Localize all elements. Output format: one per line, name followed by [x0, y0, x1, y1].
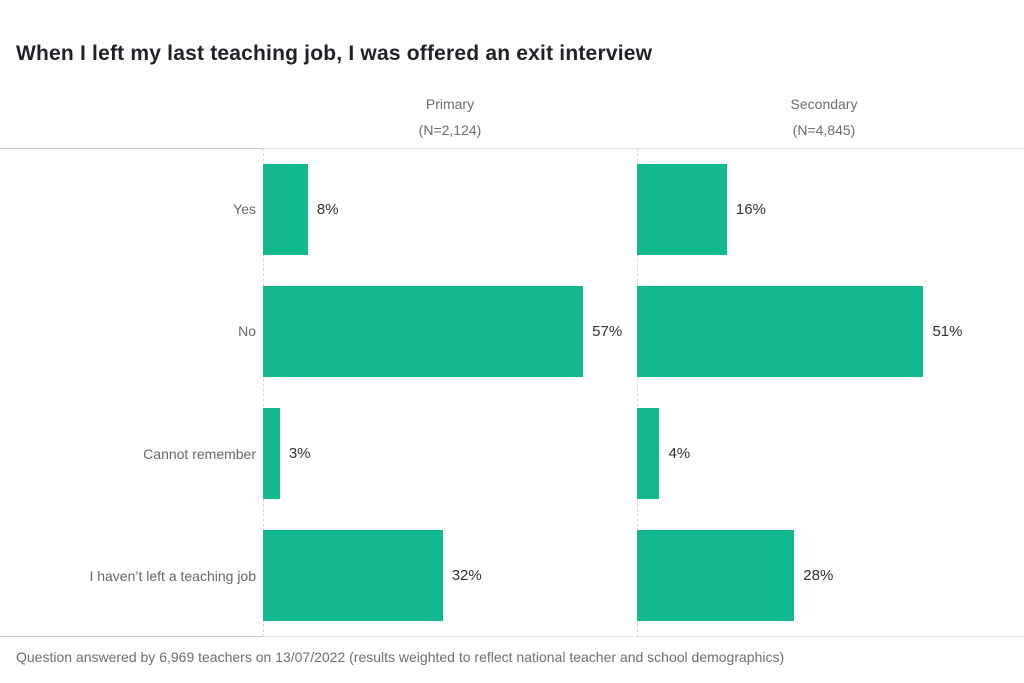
primary-cell-yes: 8% [263, 148, 637, 270]
value-label-secondary-cannot-remember: 4% [668, 445, 691, 463]
bar-secondary-cannot-remember [637, 408, 660, 500]
value-label-secondary-havent-left: 28% [803, 567, 834, 585]
axis-bottom-rule-left [0, 636, 263, 637]
column-header-primary-name: Primary [425, 96, 475, 112]
category-label-havent-left: I haven’t left a teaching job [89, 567, 256, 584]
row-yes: Yes 8% 16% [0, 148, 1024, 270]
primary-cell-no: 57% [263, 270, 637, 392]
bar-secondary-havent-left [637, 530, 795, 622]
column-header-secondary-n: (N=4,845) [792, 122, 856, 138]
column-header-secondary: Secondary (N=4,845) [637, 96, 1011, 139]
bar-primary-havent-left [263, 530, 443, 622]
axis-top-rule-left [0, 148, 263, 149]
category-label-yes: Yes [233, 201, 256, 218]
value-label-primary-havent-left: 32% [451, 567, 482, 585]
row-havent-left: I haven’t left a teaching job 32% 28% [0, 515, 1024, 637]
column-header-primary: Primary (N=2,124) [263, 96, 637, 139]
value-label-primary-cannot-remember: 3% [288, 445, 311, 463]
bar-secondary-no [637, 285, 924, 377]
axis-top-rule-right [263, 148, 1024, 149]
column-header-primary-n: (N=2,124) [418, 122, 482, 138]
row-cannot-remember: Cannot remember 3% 4% [0, 393, 1024, 515]
primary-baseline [263, 148, 264, 637]
secondary-cell-havent-left: 28% [637, 515, 1024, 637]
axis-bottom-rule-right [263, 636, 1024, 637]
category-label-no: No [238, 323, 256, 340]
chart-footnote: Question answered by 6,969 teachers on 1… [16, 649, 785, 665]
bar-secondary-yes [637, 163, 727, 255]
secondary-cell-cannot-remember: 4% [637, 393, 1024, 515]
secondary-cell-no: 51% [637, 270, 1024, 392]
value-label-secondary-yes: 16% [735, 200, 766, 218]
column-header-secondary-name: Secondary [790, 96, 858, 112]
bar-primary-cannot-remember [263, 408, 280, 500]
category-label-cannot-remember: Cannot remember [143, 445, 256, 462]
value-label-primary-no: 57% [592, 322, 623, 340]
chart-title: When I left my last teaching job, I was … [16, 42, 653, 65]
primary-cell-havent-left: 32% [263, 515, 637, 637]
secondary-baseline [637, 148, 638, 637]
secondary-cell-yes: 16% [637, 148, 1024, 270]
bar-primary-yes [263, 163, 308, 255]
primary-cell-cannot-remember: 3% [263, 393, 637, 515]
row-no: No 57% 51% [0, 270, 1024, 392]
value-label-secondary-no: 51% [932, 322, 963, 340]
plot-area: Yes 8% 16% No [0, 148, 1024, 637]
chart-rows: Yes 8% 16% No [0, 148, 1024, 637]
bar-primary-no [263, 285, 584, 377]
value-label-primary-yes: 8% [316, 200, 339, 218]
